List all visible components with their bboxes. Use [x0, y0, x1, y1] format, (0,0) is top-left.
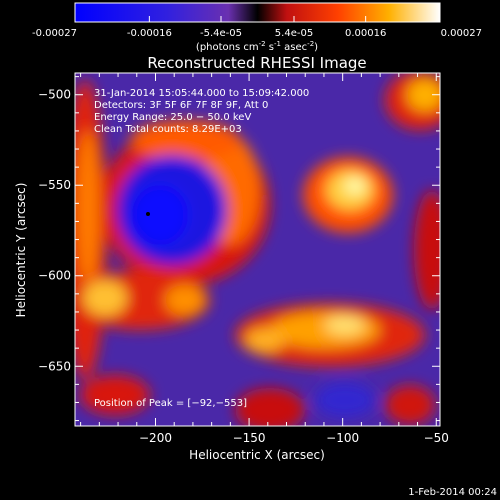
colorbar-tick-label: -0.00016 — [127, 28, 172, 39]
emission-peak-hot — [345, 178, 365, 194]
negative-bottom — [315, 382, 375, 418]
emission-right-edge — [414, 190, 440, 310]
chart-title: Reconstructed RHESSI Image — [147, 54, 366, 72]
colorbar-units: (photons cm-2 s-1 asec-2) — [196, 40, 318, 53]
x-axis: −200 −150 −100 −50 — [80, 73, 449, 445]
emission-bottom-left — [80, 375, 150, 415]
x-tick-label: −100 — [326, 431, 359, 445]
colorbar-tick-label: -5.4e-05 — [200, 28, 242, 39]
peak-marker — [146, 212, 150, 216]
colorbar-frame — [74, 2, 441, 23]
colorbar-gradient — [75, 3, 440, 22]
peak-position-label: Position of Peak = [−92,−553] — [94, 398, 247, 409]
x-tick-label: −200 — [139, 431, 172, 445]
annotation-energy-range: Energy Range: 25.0 − 50.0 keV — [94, 112, 251, 123]
emission-lower-left-core-2 — [165, 285, 205, 315]
emission-lower-band-hot — [325, 315, 365, 335]
heatmap-image — [75, 73, 440, 426]
y-axis: −500 −550 −600 −650 — [38, 76, 440, 422]
annotations: 31-Jan-2014 15:05:44.000 to 15:09:42.000… — [94, 88, 309, 409]
emission-top-right-core — [407, 79, 440, 111]
colorbar-tick-label: 0.00016 — [345, 28, 386, 39]
x-axis-label: Heliocentric X (arcsec) — [189, 448, 325, 462]
y-tick-label: −550 — [38, 178, 71, 192]
colorbar-tick-label: -0.00027 — [32, 28, 77, 39]
emission-lower-band-left — [245, 328, 285, 352]
annotation-time-range: 31-Jan-2014 15:05:44.000 to 15:09:42.000 — [94, 88, 309, 99]
y-axis-label: Heliocentric Y (arcsec) — [14, 183, 28, 318]
emission-bottom-center — [235, 388, 305, 426]
emission-bottom-right — [385, 385, 435, 425]
annotation-detectors: Detectors: 3F 5F 6F 7F 8F 9F, Att 0 — [94, 100, 268, 111]
footer-timestamp: 1-Feb-2014 00:24 — [408, 487, 497, 498]
emission-ring-top — [130, 120, 240, 160]
colorbar: -0.00027 -0.00016 -5.4e-05 5.4e-05 0.00016 0.… — [32, 2, 482, 53]
y-tick-label: −650 — [38, 359, 71, 373]
x-tick-label: −150 — [233, 431, 266, 445]
colorbar-tick-label: 5.4e-05 — [275, 28, 313, 39]
x-tick-label: −50 — [424, 431, 449, 445]
emission-lower-left-core — [83, 280, 127, 316]
annotation-total-counts: Clean Total counts: 8.29E+03 — [94, 124, 242, 135]
plot-frame — [74, 72, 441, 427]
colorbar-tick-label: 0.00027 — [441, 28, 482, 39]
emission-left-band-core — [76, 130, 100, 290]
heatmap-blobs — [75, 73, 440, 426]
y-tick-label: −500 — [38, 88, 71, 102]
emission-lower-band-core — [270, 312, 380, 348]
negative-hole-inner — [132, 185, 188, 245]
colorbar-ticks: -0.00027 -0.00016 -5.4e-05 5.4e-05 0.00016 0.… — [32, 16, 482, 39]
y-tick-label: −600 — [38, 269, 71, 283]
